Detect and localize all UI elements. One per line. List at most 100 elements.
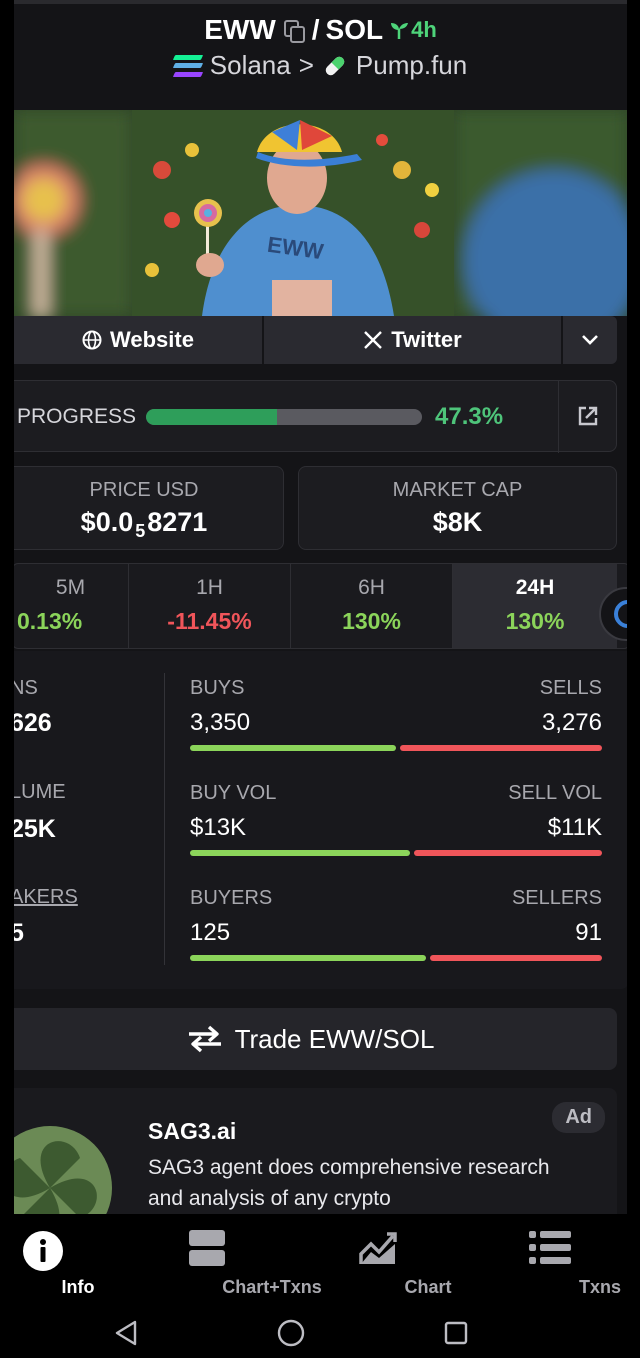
trade-button[interactable]: Trade EWW/SOL — [14, 1008, 617, 1070]
bonding-progress-card: PROGRESS 47.3% — [14, 380, 617, 453]
column-divider — [164, 673, 165, 965]
sells-value: 3,276 — [541, 709, 602, 736]
buyers-bar — [190, 955, 426, 961]
more-links-button[interactable] — [563, 316, 617, 364]
pair-title: EWW / SOL 4h — [14, 14, 627, 46]
tab-5m[interactable]: 5M 0.13% — [14, 564, 129, 648]
timeframe-tabs: 5M 0.13% 1H -11.45% 6H 130% 24H 130% — [14, 563, 627, 649]
buyers-label: BUYERS — [190, 887, 273, 909]
status-strip — [14, 0, 627, 4]
sellers-value: 91 — [575, 919, 602, 946]
age-text: 4h — [411, 17, 437, 42]
tab-change: 0.13% — [17, 608, 83, 634]
progress-label: PROGRESS — [17, 405, 137, 428]
token-image: EWW — [132, 110, 454, 316]
makers-label[interactable]: AKERS — [14, 886, 78, 908]
nav-info-label: Info — [61, 1277, 95, 1297]
x-logo-icon — [364, 331, 383, 349]
base-symbol: EWW — [204, 14, 276, 45]
nav-chart-label: Chart — [404, 1277, 452, 1297]
price-suffix: 8271 — [147, 507, 208, 537]
sells-bar — [400, 745, 602, 751]
app-screen: EWW / SOL 4h Solana > Pump.fun — [14, 0, 627, 1358]
pair-header: EWW / SOL 4h Solana > Pump.fun — [14, 14, 627, 81]
tab-label: 24H — [515, 576, 555, 599]
ad-logo-icon — [14, 1126, 112, 1228]
volume-label: LUME — [14, 781, 66, 803]
ad-title: SAG3.ai — [148, 1118, 237, 1144]
links-row: Website Twitter — [14, 316, 617, 364]
price-usd-card: PRICE USD $0.0 58271 — [14, 466, 284, 550]
volume-value: 25K — [14, 815, 56, 843]
sellers-label: SELLERS — [511, 887, 602, 909]
swap-arrows-icon — [188, 1025, 221, 1053]
volume-row: BUY VOL SELL VOL $13K $11K — [190, 782, 602, 862]
info-icon — [23, 1231, 63, 1271]
list-icon — [529, 1231, 571, 1264]
nav-txns-label: Txns — [578, 1277, 621, 1297]
sells-label: SELLS — [539, 677, 602, 699]
price-subscript: 5 — [135, 521, 146, 541]
buy-vol-label: BUY VOL — [190, 782, 277, 804]
system-nav-bar — [14, 1306, 627, 1358]
pair-separator: / — [311, 14, 320, 45]
tab-6h[interactable]: 6H 130% — [291, 564, 453, 648]
buys-value: 3,350 — [190, 709, 251, 736]
home-icon[interactable] — [277, 1319, 305, 1347]
tab-label: 5M — [55, 576, 86, 599]
dex-link[interactable]: Pump.fun — [355, 50, 468, 80]
chart-txns-icon — [189, 1230, 225, 1266]
ad-badge: Ad — [552, 1102, 605, 1133]
sellers-bar — [430, 955, 602, 961]
website-label: Website — [110, 327, 194, 352]
buys-sells-row: BUYS SELLS 3,350 3,276 — [190, 677, 602, 757]
nav-info[interactable]: Info — [14, 1214, 95, 1306]
back-icon[interactable] — [114, 1320, 138, 1346]
ad-card[interactable]: Ad SAG3.ai SAG3 agent does comprehensive… — [14, 1088, 617, 1228]
progress-fill — [146, 409, 277, 425]
buy-vol-value: $13K — [190, 814, 247, 841]
chain-link[interactable]: Solana — [209, 50, 291, 80]
sprout-icon — [391, 23, 409, 39]
trade-label: Trade EWW/SOL — [234, 1023, 435, 1054]
quote-symbol: SOL — [325, 14, 384, 45]
twitter-button[interactable]: Twitter — [264, 316, 561, 364]
txns-panel: NS 626 LUME 25K AKERS 5 BUYS SELLS 3,350… — [14, 651, 627, 989]
ad-text: SAG3 agent does comprehensive research a… — [148, 1156, 550, 1210]
progress-bar — [146, 409, 422, 425]
buy-vol-bar — [190, 850, 410, 856]
external-link-icon[interactable] — [577, 405, 599, 427]
sell-vol-bar — [414, 850, 602, 856]
tab-1h[interactable]: 1H -11.45% — [129, 564, 291, 648]
copy-icon[interactable] — [283, 20, 305, 43]
solana-icon — [172, 54, 203, 77]
website-button[interactable]: Website — [14, 316, 262, 364]
floating-wallet-icon[interactable] — [598, 586, 627, 642]
chevron-down-icon — [582, 335, 598, 345]
tab-change: -11.45% — [167, 608, 252, 634]
bottom-nav: Info Chart+Txns Chart Txns — [14, 1214, 627, 1306]
price-value: $0.0 58271 — [14, 507, 283, 542]
tab-24h[interactable]: 24H 130% — [453, 564, 617, 648]
txns-value: 626 — [14, 709, 52, 737]
pill-icon — [325, 56, 345, 75]
recents-icon[interactable] — [444, 1321, 468, 1345]
buyers-sellers-row: BUYERS SELLERS 125 91 — [190, 887, 602, 967]
makers-value: 5 — [14, 919, 24, 947]
sell-vol-value: $11K — [547, 814, 602, 841]
buys-bar — [190, 745, 396, 751]
price-prefix: $0.0 — [80, 507, 134, 537]
tab-change: 130% — [342, 608, 401, 634]
breadcrumb: Solana > Pump.fun — [14, 50, 627, 81]
sell-vol-label: SELL VOL — [508, 782, 602, 804]
pair-age: 4h — [389, 17, 437, 43]
nav-txns[interactable]: Txns — [500, 1214, 621, 1306]
buyers-value: 125 — [190, 919, 231, 946]
price-label: PRICE USD — [89, 479, 199, 501]
nav-chart-txns-label: Chart+Txns — [222, 1277, 322, 1297]
nav-chart-txns[interactable]: Chart+Txns — [142, 1214, 322, 1306]
nav-chart[interactable]: Chart — [328, 1214, 452, 1306]
mcap-value: $8K — [432, 507, 483, 537]
txns-label: NS — [14, 677, 38, 699]
chart-icon — [359, 1232, 397, 1264]
